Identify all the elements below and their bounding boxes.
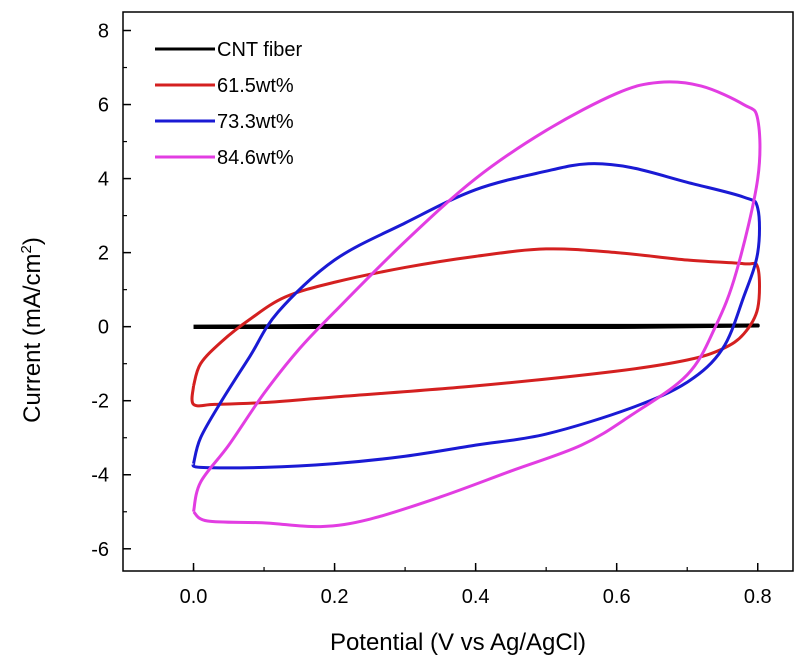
x-tick-label: 0.2 (321, 586, 349, 608)
y-tick-label: -2 (91, 391, 109, 413)
y-axis-title-group: Current (mA/cm2) (18, 237, 46, 423)
y-axis-title: Current (mA/cm2) (18, 237, 46, 423)
y-tick-label: -4 (91, 465, 109, 487)
plot-area (190, 80, 762, 529)
plot-frame (122, 11, 794, 572)
series-line-3 (192, 80, 762, 529)
y-tick-label: -6 (91, 539, 109, 561)
x-tick-label: 0.6 (603, 586, 631, 608)
y-tick-label: 8 (98, 21, 109, 43)
series-line-0 (193, 323, 760, 330)
y-tick-label: 0 (98, 317, 109, 339)
legend-label-3: 84.6wt% (217, 147, 294, 169)
axes: 0.0 0.2 0.4 0.6 0.8 -6 -4 -2 0 2 4 6 8 (91, 11, 794, 608)
x-tick-label: 0.8 (744, 586, 772, 608)
y-tick-label: 6 (98, 95, 109, 117)
legend-label-1: 61.5wt% (217, 75, 294, 97)
x-tick-label: 0.4 (462, 586, 490, 608)
y-axis-title-end: ) (19, 237, 46, 245)
legend: CNT fiber 61.5wt% 73.3wt% 84.6wt% (155, 39, 303, 169)
legend-label-0: CNT fiber (217, 39, 303, 61)
x-axis-title: Potential (V vs Ag/AgCl) (330, 629, 586, 656)
y-tick-label: 2 (98, 243, 109, 265)
y-tick-label: 4 (98, 169, 109, 191)
series-line-1 (190, 247, 762, 408)
legend-label-2: 73.3wt% (217, 111, 294, 133)
x-tick-label: 0.0 (180, 586, 208, 608)
y-axis-title-main: Current (mA/cm (19, 253, 46, 422)
y-axis-title-sup: 2 (18, 245, 35, 253)
series-line-2 (191, 162, 762, 470)
